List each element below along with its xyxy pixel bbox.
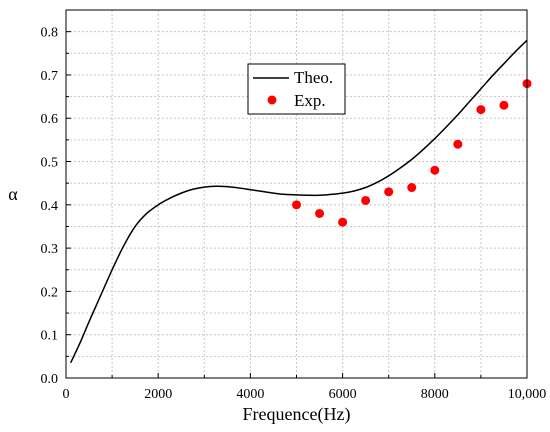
exp-data-point xyxy=(315,208,325,218)
x-tick-label: 4000 xyxy=(236,387,264,402)
x-tick-label: 8000 xyxy=(421,387,449,402)
x-tick-label: 0 xyxy=(63,387,70,402)
theo-series-line xyxy=(69,39,528,364)
y-tick-label: 0.4 xyxy=(41,199,59,214)
exp-data-point xyxy=(384,187,394,197)
exp-data-point xyxy=(407,183,417,193)
y-tick-label: 0.8 xyxy=(41,26,59,41)
exp-data-point xyxy=(499,100,509,110)
y-tick-label: 0.1 xyxy=(41,329,59,344)
axis-ticks: 0 2000 4000 6000 8000 10,000 0.0 0.1 0.2 0.3 0.4 0.… xyxy=(41,26,547,402)
y-axis-label: α xyxy=(8,184,18,204)
y-tick-label: 0.0 xyxy=(41,372,59,387)
y-tick-label: 0.7 xyxy=(41,69,59,84)
x-tick-label: 6000 xyxy=(329,387,357,402)
x-tick-label: 2000 xyxy=(144,387,172,402)
y-tick-label: 0.6 xyxy=(41,112,59,127)
y-tick-label: 0.5 xyxy=(41,156,59,171)
legend-label-theo: Theo. xyxy=(294,68,333,87)
x-axis-label: Frequence(Hz) xyxy=(243,404,351,425)
exp-data-point xyxy=(361,195,371,205)
legend-dot-swatch xyxy=(267,95,277,105)
legend: Theo. Exp. xyxy=(247,63,346,115)
y-tick-label: 0.3 xyxy=(41,242,59,257)
legend-box xyxy=(247,63,346,115)
exp-data-point xyxy=(430,165,440,175)
exp-data-point xyxy=(338,217,348,227)
exp-data-point xyxy=(453,139,463,149)
grid xyxy=(66,10,527,378)
exp-data-point xyxy=(292,200,301,210)
legend-label-exp: Exp. xyxy=(294,91,326,110)
y-tick-label: 0.2 xyxy=(41,285,59,300)
series-layer xyxy=(69,39,532,364)
x-tick-label: 10,000 xyxy=(508,387,547,402)
exp-data-point xyxy=(476,105,486,115)
